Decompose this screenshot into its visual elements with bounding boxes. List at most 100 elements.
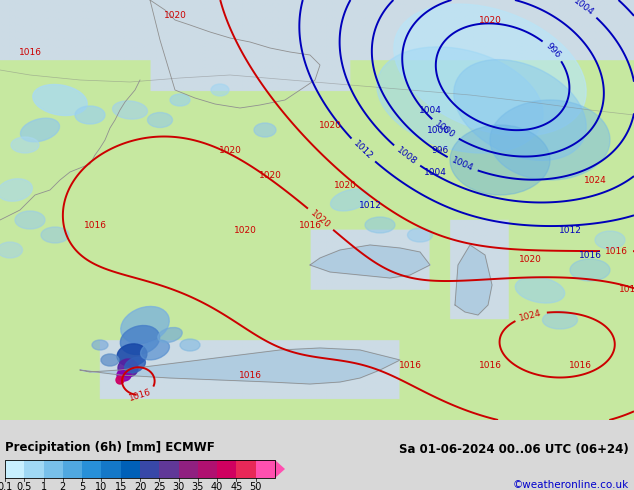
Ellipse shape	[11, 137, 39, 153]
Text: 1012: 1012	[559, 225, 581, 235]
Text: 1000: 1000	[427, 125, 450, 134]
Ellipse shape	[92, 340, 108, 350]
Ellipse shape	[41, 227, 69, 243]
Polygon shape	[310, 245, 430, 278]
Text: 1016: 1016	[18, 48, 41, 56]
Bar	[24, 460, 44, 478]
Ellipse shape	[113, 101, 148, 119]
Ellipse shape	[454, 60, 586, 160]
Ellipse shape	[515, 277, 565, 303]
Text: 1012: 1012	[359, 200, 382, 210]
Polygon shape	[80, 348, 400, 384]
Text: 1020: 1020	[479, 16, 501, 24]
Text: 1020: 1020	[333, 180, 356, 190]
Text: 996: 996	[431, 146, 449, 154]
Text: 1012: 1012	[352, 139, 374, 162]
Text: 1020: 1020	[309, 208, 332, 230]
Polygon shape	[275, 460, 285, 478]
Text: 1004: 1004	[424, 168, 446, 176]
Bar	[101, 460, 120, 478]
Ellipse shape	[0, 242, 22, 258]
Text: 1: 1	[41, 482, 47, 490]
Text: 1016: 1016	[569, 361, 592, 369]
Ellipse shape	[490, 100, 610, 180]
Text: 20: 20	[134, 482, 146, 490]
Ellipse shape	[15, 211, 45, 229]
Ellipse shape	[377, 47, 543, 153]
Text: 1020: 1020	[519, 255, 541, 265]
Bar	[44, 460, 63, 478]
Text: 40: 40	[211, 482, 223, 490]
Text: 15: 15	[115, 482, 127, 490]
Text: 45: 45	[230, 482, 243, 490]
Text: 35: 35	[191, 482, 204, 490]
Text: 1020: 1020	[164, 10, 186, 20]
Text: 1024: 1024	[584, 175, 606, 185]
Polygon shape	[455, 245, 492, 315]
Text: 1000: 1000	[433, 120, 457, 140]
Bar	[217, 460, 236, 478]
Ellipse shape	[148, 113, 172, 127]
Text: 996: 996	[543, 41, 562, 60]
Ellipse shape	[117, 344, 147, 366]
Text: 1016: 1016	[84, 220, 107, 229]
Bar	[236, 460, 256, 478]
Ellipse shape	[20, 118, 60, 142]
Ellipse shape	[125, 357, 145, 373]
Text: 1016: 1016	[479, 361, 501, 369]
Bar	[63, 460, 82, 478]
Bar	[179, 460, 198, 478]
Ellipse shape	[408, 228, 432, 242]
Ellipse shape	[141, 340, 169, 360]
Text: 1016: 1016	[299, 220, 321, 229]
Ellipse shape	[118, 359, 138, 377]
Ellipse shape	[75, 106, 105, 124]
Text: 2: 2	[60, 482, 66, 490]
Text: 1016: 1016	[399, 361, 422, 369]
Text: 1004: 1004	[450, 156, 475, 173]
Bar	[140, 460, 159, 478]
Ellipse shape	[33, 84, 87, 116]
Text: 1016: 1016	[578, 250, 602, 260]
Text: 1016: 1016	[238, 370, 261, 379]
Text: 5: 5	[79, 482, 85, 490]
Ellipse shape	[101, 354, 119, 366]
Text: ©weatheronline.co.uk: ©weatheronline.co.uk	[513, 480, 629, 490]
Text: 1024: 1024	[519, 308, 543, 322]
Text: 30: 30	[172, 482, 184, 490]
Bar	[120, 460, 140, 478]
Ellipse shape	[170, 94, 190, 106]
Text: 1016: 1016	[619, 286, 634, 294]
Bar	[82, 460, 101, 478]
Text: 0.5: 0.5	[16, 482, 32, 490]
Ellipse shape	[595, 231, 625, 249]
Ellipse shape	[365, 217, 395, 233]
Bar	[159, 460, 179, 478]
Text: 1016: 1016	[605, 246, 628, 256]
Text: 25: 25	[153, 482, 165, 490]
Ellipse shape	[120, 325, 160, 354]
Text: 1008: 1008	[395, 146, 418, 167]
Ellipse shape	[117, 369, 131, 381]
Text: 50: 50	[250, 482, 262, 490]
Ellipse shape	[211, 84, 229, 96]
Ellipse shape	[543, 311, 578, 329]
Text: 1020: 1020	[219, 146, 242, 154]
Text: 1016: 1016	[127, 387, 152, 403]
Text: Precipitation (6h) [mm] ECMWF: Precipitation (6h) [mm] ECMWF	[5, 441, 215, 454]
Ellipse shape	[0, 179, 32, 201]
Bar	[198, 460, 217, 478]
Ellipse shape	[450, 125, 550, 195]
Text: 1004: 1004	[418, 105, 441, 115]
Text: 10: 10	[95, 482, 108, 490]
Ellipse shape	[330, 189, 370, 211]
Bar	[256, 460, 275, 478]
Text: 1020: 1020	[318, 121, 342, 129]
Ellipse shape	[158, 327, 182, 343]
Ellipse shape	[116, 376, 124, 384]
Ellipse shape	[254, 123, 276, 137]
Text: 1020: 1020	[233, 225, 256, 235]
Text: 1020: 1020	[259, 171, 281, 179]
Text: 0.1: 0.1	[0, 482, 13, 490]
Ellipse shape	[394, 4, 586, 136]
